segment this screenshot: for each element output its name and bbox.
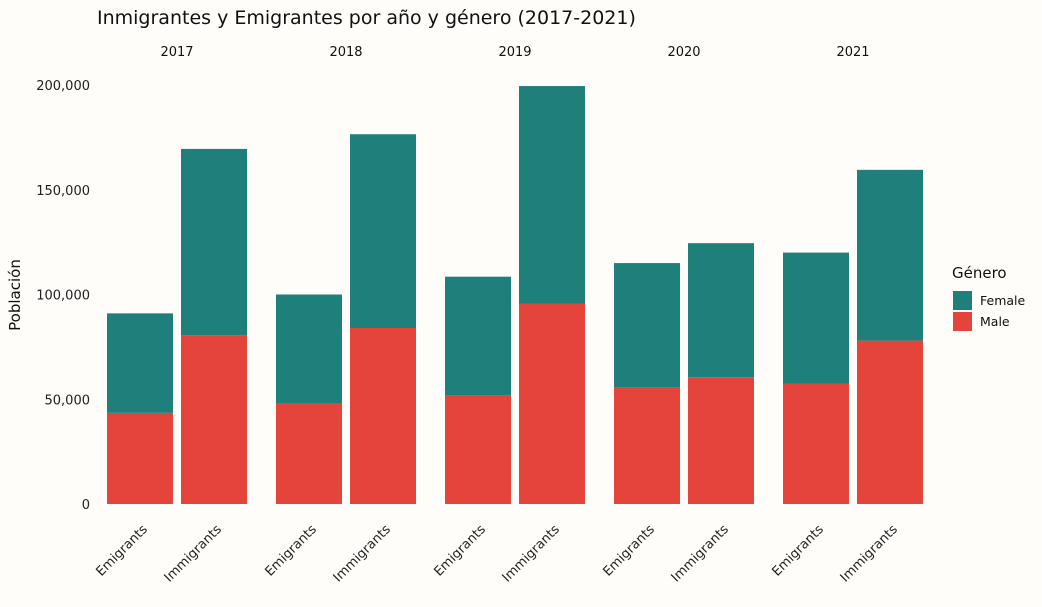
bar-male [857,340,923,504]
chart-title: Inmigrantes y Emigrantes por año y géner… [97,7,636,29]
bar-male [350,328,416,504]
bar-male [519,303,585,504]
x-tick-label: Immigrants [838,522,901,585]
x-tick-label: Immigrants [331,522,394,585]
x-tick-label: Emigrants [431,522,489,580]
y-axis-title: Población [6,259,24,331]
bar-male [181,335,247,504]
legend-label-female: Female [980,293,1026,308]
facet-label: 2017 [160,45,193,60]
y-tick-label: 200,000 [36,79,90,94]
legend: Género Female Male [952,264,1026,331]
bar-female [181,148,247,336]
y-tick-label: 0 [82,498,90,513]
facet-label: 2020 [667,45,700,60]
bar-female [614,263,680,388]
plot-area: 0 50,000 100,000 150,000 200,000 2017 Emigrant… [36,45,923,585]
y-tick-label: 50,000 [45,393,91,408]
facet-label: 2019 [498,45,531,60]
x-tick-label: Immigrants [162,522,225,585]
y-tick-label: 150,000 [36,184,90,199]
bar-male [107,412,173,504]
x-tick-label: Immigrants [669,522,732,585]
facet-label: 2018 [329,45,362,60]
legend-label-male: Male [980,314,1010,329]
bar-female [445,276,511,396]
x-tick-label: Emigrants [769,522,827,580]
x-tick-label: Emigrants [262,522,320,580]
legend-swatch-male [953,312,972,331]
bar-female [519,86,585,304]
bar-female [107,313,173,413]
bar-male [688,377,754,504]
x-tick-label: Immigrants [500,522,563,585]
legend-title: Género [952,264,1007,282]
x-tick-label: Emigrants [93,522,151,580]
legend-swatch-female [953,291,972,310]
bar-male [276,403,342,504]
bar-female [688,243,754,378]
bar-female [783,252,849,384]
facet-label: 2021 [836,45,869,60]
bar-female [276,294,342,404]
bar-male [445,395,511,504]
bar-female [857,169,923,341]
bar-male [614,387,680,504]
bar-male [783,383,849,504]
bar-female [350,134,416,329]
y-tick-label: 100,000 [36,289,90,304]
x-tick-label: Emigrants [600,522,658,580]
